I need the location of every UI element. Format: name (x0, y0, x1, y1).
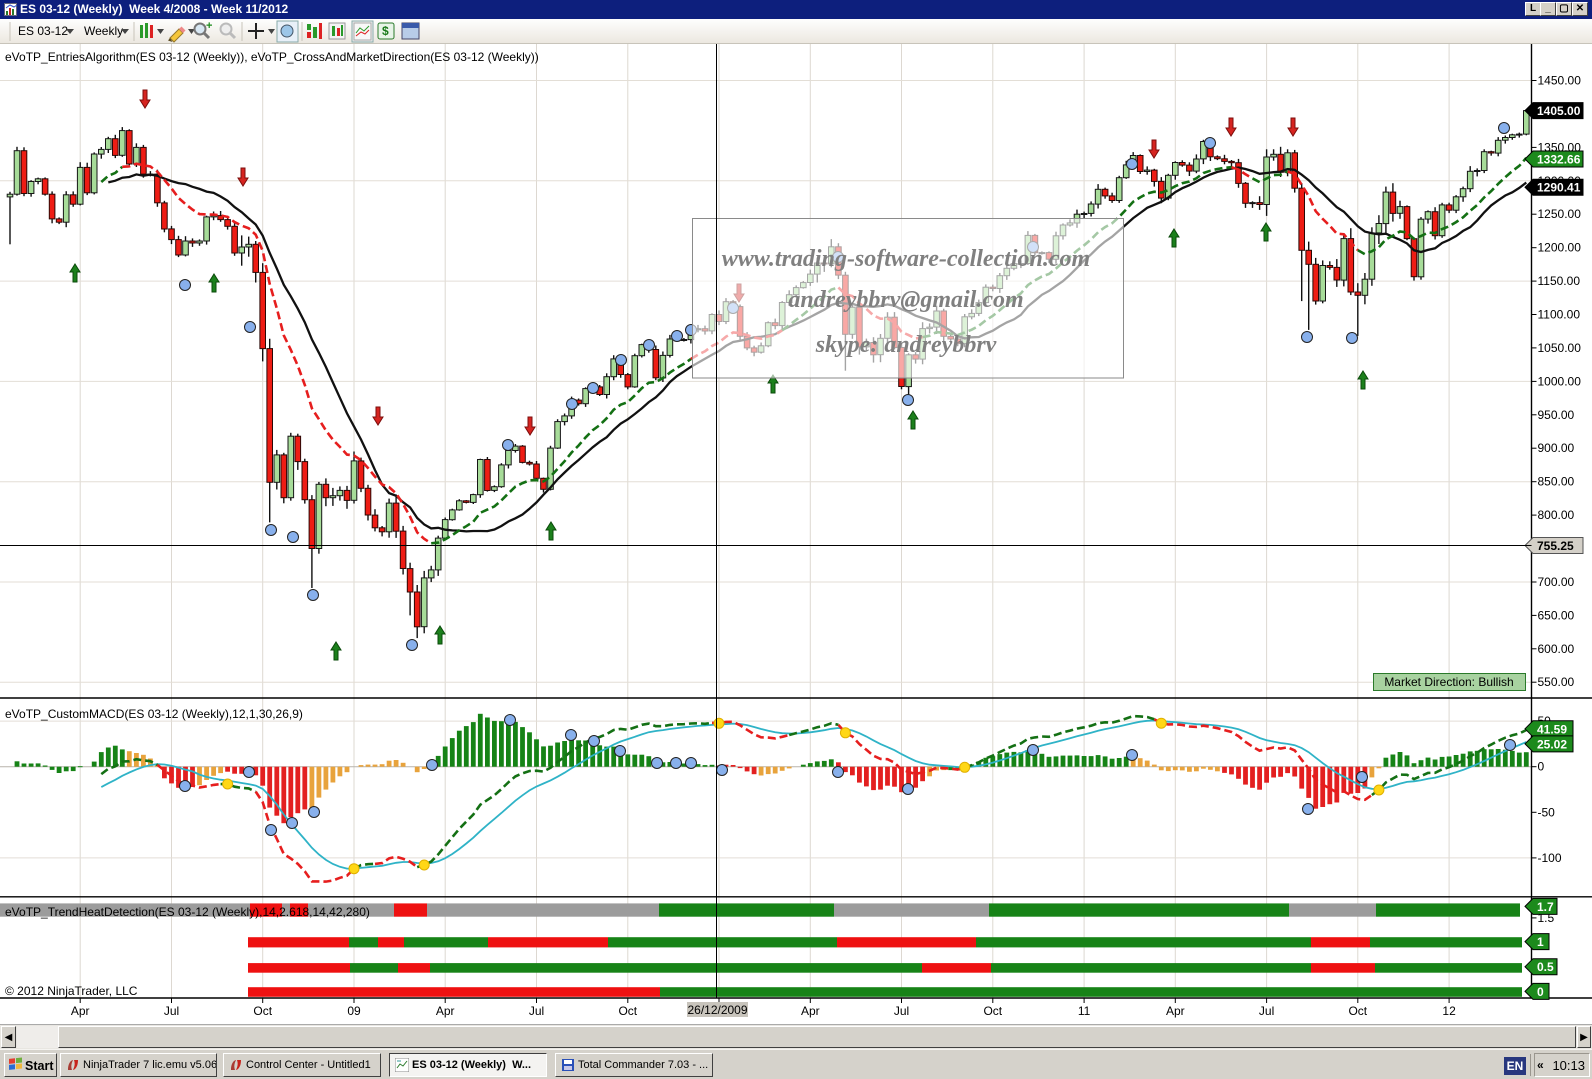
svg-text:-50: -50 (1538, 805, 1556, 819)
svg-text:Oct: Oct (1348, 1004, 1367, 1018)
svg-text:1100.00: 1100.00 (1538, 308, 1581, 322)
svg-text:600.00: 600.00 (1538, 642, 1575, 656)
svg-text:1290.41: 1290.41 (1537, 181, 1581, 195)
svg-text:andreybbrv@gmail.com: andreybbrv@gmail.com (788, 287, 1023, 313)
svg-text:26/12/2009: 26/12/2009 (687, 1003, 747, 1017)
svg-text:Apr: Apr (436, 1004, 455, 1018)
svg-text:1050.00: 1050.00 (1538, 341, 1582, 355)
svg-text:1250.00: 1250.00 (1538, 207, 1582, 221)
svg-text:1150.00: 1150.00 (1538, 274, 1581, 288)
svg-text:www.trading-software-collectio: www.trading-software-collection.com (722, 246, 1090, 272)
svg-text:+: + (206, 20, 212, 32)
svg-text:850.00: 850.00 (1538, 475, 1575, 489)
svg-text:41.59: 41.59 (1537, 722, 1567, 736)
svg-text:11: 11 (1078, 1004, 1091, 1018)
svg-text:700.00: 700.00 (1538, 575, 1575, 589)
svg-text:© 2012 NinjaTrader, LLC: © 2012 NinjaTrader, LLC (5, 984, 138, 998)
svg-text:Market Direction: Bullish: Market Direction: Bullish (1384, 675, 1513, 689)
svg-text:950.00: 950.00 (1538, 408, 1575, 422)
svg-text:Jul: Jul (164, 1004, 179, 1018)
svg-text:12: 12 (1442, 1004, 1456, 1018)
svg-text:0: 0 (1538, 760, 1545, 774)
svg-text:Oct: Oct (253, 1004, 272, 1018)
svg-text:$: $ (382, 24, 389, 38)
svg-text:eVoTP_TrendHeatDetection(ES 03: eVoTP_TrendHeatDetection(ES 03-12 (Weekl… (5, 905, 370, 919)
svg-text:-100: -100 (1538, 851, 1562, 865)
svg-text:550.00: 550.00 (1538, 675, 1575, 689)
svg-text:eVoTP_EntriesAlgorithm(ES 03-1: eVoTP_EntriesAlgorithm(ES 03-12 (Weekly)… (5, 50, 539, 64)
svg-text:755.25: 755.25 (1537, 539, 1574, 553)
svg-text:Apr: Apr (1166, 1004, 1185, 1018)
svg-text:Oct: Oct (983, 1004, 1002, 1018)
svg-text:1450.00: 1450.00 (1538, 74, 1582, 88)
svg-text:skype: andreybbrv: skype: andreybbrv (815, 332, 997, 358)
svg-text:1332.66: 1332.66 (1537, 153, 1581, 167)
svg-text:0: 0 (1537, 985, 1544, 999)
svg-text:800.00: 800.00 (1538, 508, 1575, 522)
svg-text:Weekly: Weekly (84, 24, 123, 38)
svg-text:Oct: Oct (618, 1004, 637, 1018)
svg-text:ES 03-12: ES 03-12 (18, 24, 68, 38)
svg-text:Jul: Jul (894, 1004, 909, 1018)
svg-text:09: 09 (347, 1004, 361, 1018)
svg-text:Apr: Apr (71, 1004, 90, 1018)
svg-text:1405.00: 1405.00 (1537, 104, 1581, 118)
svg-text:0.5: 0.5 (1537, 960, 1554, 974)
svg-text:1: 1 (1537, 935, 1544, 949)
svg-text:25.02: 25.02 (1537, 737, 1567, 751)
svg-text:650.00: 650.00 (1538, 608, 1575, 622)
svg-text:Jul: Jul (1259, 1004, 1274, 1018)
svg-text:Apr: Apr (801, 1004, 820, 1018)
svg-text:1200.00: 1200.00 (1538, 241, 1582, 255)
svg-text:eVoTP_CustomMACD(ES 03-12 (Wee: eVoTP_CustomMACD(ES 03-12 (Weekly),12,1,… (5, 707, 303, 721)
svg-text:1000.00: 1000.00 (1538, 374, 1582, 388)
svg-text:900.00: 900.00 (1538, 441, 1575, 455)
svg-text:1.7: 1.7 (1537, 900, 1554, 914)
svg-text:Jul: Jul (529, 1004, 544, 1018)
